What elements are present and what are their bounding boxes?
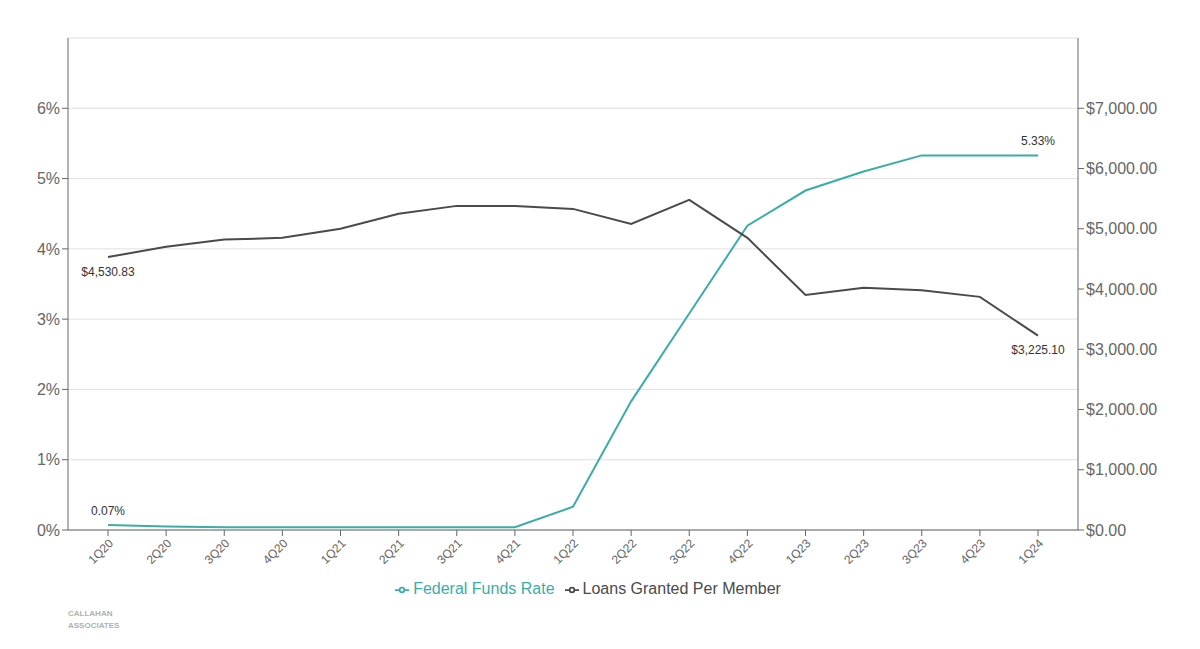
svg-text:3Q22: 3Q22 xyxy=(667,536,698,567)
svg-text:$4,000.00: $4,000.00 xyxy=(1086,281,1157,298)
html-text:CALLAHAN ASSOCIATES: CALLAHAN ASSOCIATES xyxy=(68,609,120,630)
svg-text:$5,000.00: $5,000.00 xyxy=(1086,220,1157,237)
svg-text:$4,530.83: $4,530.83 xyxy=(81,265,135,279)
svg-text:$1,000.00: $1,000.00 xyxy=(1086,461,1157,478)
svg-text:4Q21: 4Q21 xyxy=(492,536,523,567)
html-text:Loans Granted Per Member: Loans Granted Per Member xyxy=(582,580,781,597)
svg-text:0.07%: 0.07% xyxy=(91,504,125,518)
svg-text:1Q21: 1Q21 xyxy=(318,536,349,567)
svg-text:$6,000.00: $6,000.00 xyxy=(1086,160,1157,177)
svg-text:4%: 4% xyxy=(37,241,60,258)
svg-text:4Q22: 4Q22 xyxy=(725,536,756,567)
svg-text:6%: 6% xyxy=(37,100,60,117)
svg-text:$7,000.00: $7,000.00 xyxy=(1086,100,1157,117)
svg-text:0%: 0% xyxy=(37,522,60,539)
svg-text:2Q20: 2Q20 xyxy=(144,536,175,567)
svg-text:$0.00: $0.00 xyxy=(1086,522,1126,539)
svg-text:$2,000.00: $2,000.00 xyxy=(1086,401,1157,418)
svg-text:2Q21: 2Q21 xyxy=(376,536,407,567)
svg-text:3Q23: 3Q23 xyxy=(899,536,930,567)
svg-text:2%: 2% xyxy=(37,381,60,398)
svg-text:4Q23: 4Q23 xyxy=(957,536,988,567)
svg-text:1%: 1% xyxy=(37,451,60,468)
svg-text:2Q22: 2Q22 xyxy=(609,536,640,567)
svg-text:3Q20: 3Q20 xyxy=(202,536,233,567)
svg-text:1Q24: 1Q24 xyxy=(1015,536,1046,567)
svg-text:3Q21: 3Q21 xyxy=(434,536,465,567)
svg-text:5.33%: 5.33% xyxy=(1021,134,1055,148)
svg-text:5%: 5% xyxy=(37,170,60,187)
svg-text:1Q22: 1Q22 xyxy=(550,536,581,567)
svg-text:$3,000.00: $3,000.00 xyxy=(1086,341,1157,358)
svg-text:1Q23: 1Q23 xyxy=(783,536,814,567)
svg-text:$3,225.10: $3,225.10 xyxy=(1011,343,1065,357)
svg-text:2Q23: 2Q23 xyxy=(841,536,872,567)
html-text:Federal Funds Rate: Federal Funds Rate xyxy=(413,580,555,597)
svg-text:1Q20: 1Q20 xyxy=(85,536,116,567)
svg-text:3%: 3% xyxy=(37,311,60,328)
svg-text:4Q20: 4Q20 xyxy=(260,536,291,567)
